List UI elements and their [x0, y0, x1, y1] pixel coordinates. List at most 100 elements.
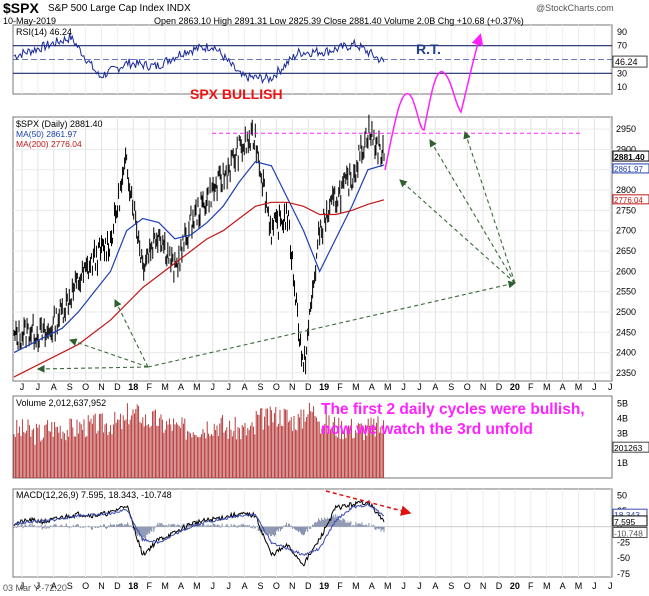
month-tick-label: D [496, 581, 503, 591]
month-tick-label: J [20, 382, 25, 392]
month-tick-label: N [480, 581, 487, 591]
macd-panel [12, 488, 613, 578]
price-axis-tick: 2550 [616, 287, 636, 297]
price-axis-tick: 2800 [616, 185, 636, 195]
rsi-last-badge [612, 55, 648, 68]
symbol-description: S&P 500 Large Cap Index INDX [48, 3, 191, 14]
month-tick-label: A [51, 581, 57, 591]
month-tick-label: N [289, 382, 296, 392]
month-tick-label: S [257, 382, 263, 392]
ma50-line [13, 161, 385, 354]
price-label: $SPX (Daily) 2881.40 [16, 119, 103, 129]
month-tick-label: M [352, 382, 360, 392]
month-tick-label: M [575, 581, 583, 591]
month-tick-label: J [401, 581, 406, 591]
macd-last-value: -10.748 [614, 528, 643, 538]
month-tick-label: S [67, 581, 73, 591]
price-axis-tick: 2600 [616, 266, 636, 276]
cycle-note-line1: The first 2 daily cycles were bullish, [321, 401, 585, 418]
month-tick-label: J [226, 382, 231, 392]
month-tick-label: S [448, 382, 454, 392]
month-tick-label: M [575, 382, 583, 392]
month-tick-label: N [289, 581, 296, 591]
symbol-title: $SPX [3, 0, 39, 16]
price-last-badge [612, 150, 649, 162]
month-tick-label: O [464, 382, 471, 392]
ohlc-readout: Open 2863.10 High 2891.31 Low 2825.39 Cl… [154, 16, 524, 26]
projected-cycle-path [384, 33, 484, 171]
month-tick-label: 20 [510, 382, 520, 392]
rsi-axis-tick: 70 [617, 41, 627, 51]
month-tick-label: D [114, 581, 121, 591]
ma200-line [13, 199, 385, 378]
macd-last-value: 18.343 [614, 510, 640, 520]
cycle-arrow [399, 179, 516, 284]
month-tick-label: J [36, 382, 41, 392]
month-tick-label: J [226, 581, 231, 591]
month-tick-label: A [432, 382, 438, 392]
month-tick-label: J [417, 382, 422, 392]
ma50-legend: MA(50) 2861.97 [16, 129, 77, 139]
volume-axis-tick: 5B [617, 398, 628, 408]
volume-axis-tick: 4B [617, 413, 628, 423]
month-tick-label: J [608, 382, 613, 392]
macd-last-value: 7.595 [614, 517, 636, 527]
month-tick-label: O [82, 581, 89, 591]
month-tick-label: D [496, 382, 503, 392]
month-tick-label: M [161, 382, 169, 392]
price-axis-tick: 2650 [616, 246, 636, 256]
month-tick-label: J [20, 581, 25, 591]
month-tick-label: O [273, 382, 280, 392]
price-axis-tick: 2400 [616, 348, 636, 358]
macd-axis-tick: -25 [617, 537, 630, 547]
ma200-legend: MA(200) 2776.04 [16, 139, 82, 149]
copyright-label: 03 Mar Y:-72.20 [3, 583, 67, 593]
month-tick-label: A [242, 382, 248, 392]
month-tick-label: M [384, 382, 392, 392]
ma200-last-value: 2776.04 [614, 196, 643, 205]
month-tick-label: S [257, 581, 263, 591]
month-tick-label: N [98, 382, 105, 392]
month-tick-label: F [146, 382, 152, 392]
month-tick-label: F [528, 581, 534, 591]
month-tick-label: S [67, 382, 73, 392]
month-tick-label: N [98, 581, 105, 591]
month-tick-label: M [543, 581, 551, 591]
month-tick-label: 19 [319, 382, 329, 392]
volume-label: Volume 2,012,637,952 [16, 398, 106, 408]
month-tick-label: M [384, 581, 392, 591]
month-tick-label: M [352, 581, 360, 591]
price-axis-tick: 2750 [616, 205, 636, 215]
macd-axis-tick: -50 [617, 553, 630, 563]
month-tick-label: M [193, 581, 201, 591]
macd-down-arrow [325, 490, 412, 516]
ma50-last-badge [612, 163, 649, 174]
month-tick-label: J [417, 581, 422, 591]
price-axis-tick: 2900 [616, 144, 636, 154]
month-tick-label: 18 [128, 382, 138, 392]
macd-last-badge [612, 526, 648, 538]
month-tick-label: J [36, 581, 41, 591]
rt-annotation: R.T. [416, 41, 441, 57]
price-axis-tick: 2700 [616, 226, 636, 236]
cycle-arrow [463, 130, 516, 284]
macd-signal-line [13, 502, 385, 556]
ma50-last-value: 2861.97 [614, 165, 643, 174]
stockcharts-credit[interactable]: @StockCharts.com [536, 3, 614, 13]
macd-last-badge [612, 515, 648, 527]
month-tick-label: M [193, 382, 201, 392]
macd-axis-tick: -75 [617, 569, 630, 579]
cycle-note-line2: now we watch the 3rd unfold [321, 421, 533, 438]
month-tick-label: S [448, 581, 454, 591]
macd-axis-tick: 50 [617, 490, 627, 500]
month-tick-label: 19 [319, 581, 329, 591]
rsi-axis-tick: 10 [617, 82, 627, 92]
month-tick-label: O [464, 581, 471, 591]
month-tick-label: A [369, 382, 375, 392]
month-tick-label: N [480, 382, 487, 392]
cycle-note: The first 2 daily cycles were bullish, n… [321, 400, 585, 440]
month-tick-label: A [560, 382, 566, 392]
month-tick-label: A [242, 581, 248, 591]
macd-line [13, 499, 385, 567]
